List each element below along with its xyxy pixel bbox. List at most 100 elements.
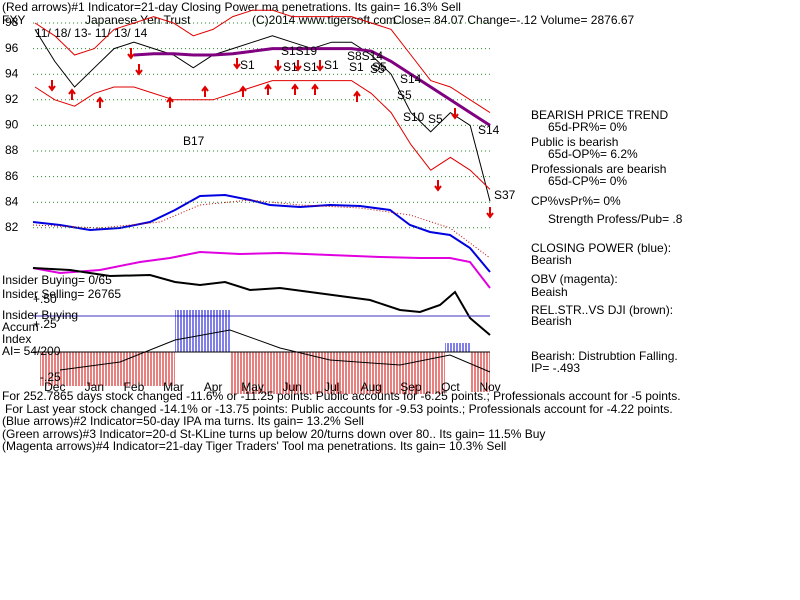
accum-bars <box>40 352 175 386</box>
left-label: Accum <box>2 320 39 334</box>
obv <box>32 250 491 289</box>
arrow <box>311 83 319 95</box>
arrow <box>48 80 56 92</box>
x-tick-label: Apr <box>204 380 223 394</box>
y-tick-label: 84 <box>5 194 19 208</box>
arrow <box>68 88 76 100</box>
left-label: +.25 <box>33 317 57 331</box>
signal-label: B17 <box>183 134 205 148</box>
signal-label: S5 <box>370 62 385 76</box>
side-label: Strength Profess/Pub= .8 <box>548 212 683 226</box>
title: (Red arrows)#1 Indicator=21-day Closing … <box>2 0 461 14</box>
side-label: Bearish <box>531 253 572 267</box>
signal-label: S1 <box>324 58 339 72</box>
signal-label: S1 <box>283 60 298 74</box>
y-tick-label: 98 <box>5 15 19 29</box>
y-tick-label: 88 <box>5 143 19 157</box>
side-label: CLOSING POWER (blue): <box>531 241 671 255</box>
y-tick-label: 86 <box>5 169 19 183</box>
signal-label: S1 <box>303 60 318 74</box>
fund-name: Japanese Yen Trust <box>85 13 191 27</box>
y-tick-label: 94 <box>5 66 19 80</box>
series-line <box>34 9 491 114</box>
arrow <box>353 90 361 102</box>
side-label: BEARISH PRICE TREND <box>531 108 668 122</box>
signal-label: S14 <box>400 72 422 86</box>
symbol: FXY <box>2 13 25 27</box>
arrow <box>316 60 324 72</box>
series-line <box>133 47 491 127</box>
note: (Magenta arrows)#4 Indicator=21-day Tige… <box>2 439 506 453</box>
left-label: Insider Selling= 26765 <box>2 287 121 301</box>
left-label: -.25 <box>40 370 61 384</box>
y-tick-label: 96 <box>5 41 19 55</box>
arrow <box>294 60 302 72</box>
y-tick-label: 82 <box>5 220 19 234</box>
arrow <box>291 83 299 95</box>
y-tick-label: 90 <box>5 118 19 132</box>
note: For Last year stock changed -14.1% or -1… <box>5 402 673 416</box>
x-tick-label: Aug <box>361 380 382 394</box>
arrow <box>239 85 247 97</box>
left-label: Index <box>2 332 31 346</box>
signal-label: S37 <box>494 188 516 202</box>
signal-label: S5 <box>428 112 443 126</box>
series-line <box>34 80 491 190</box>
rel-strength <box>32 267 491 336</box>
note: (Blue arrows)#2 Indicator=50-day IPA ma … <box>2 414 364 428</box>
accum-bars <box>470 352 490 392</box>
x-tick-label: Dec <box>44 380 65 394</box>
y-tick-label: 92 <box>5 92 19 106</box>
arrow <box>166 96 174 108</box>
arrow <box>201 85 209 97</box>
arrow <box>434 180 442 192</box>
arrow <box>451 108 459 120</box>
side-label: Beaish <box>531 285 568 299</box>
signal-label: S5 <box>372 60 387 74</box>
arrow <box>486 207 494 219</box>
signal-label: S1 <box>240 58 255 72</box>
side-label: 65d-CP%= 0% <box>548 174 627 188</box>
left-label: Insider Buying= 0/65 <box>2 273 112 287</box>
x-tick-label: Sep <box>400 380 422 394</box>
side-label: REL.STR..VS DJI (brown): <box>531 303 673 317</box>
accum-bars <box>175 310 230 352</box>
accum-bars <box>230 352 445 394</box>
note: For 252.7865 days stock changed -11.6% o… <box>2 389 681 403</box>
left-label: Insider Buying <box>2 308 78 322</box>
series-line <box>34 29 491 202</box>
accum-ma <box>59 329 491 373</box>
x-tick-label: May <box>241 380 264 394</box>
closing-power-ma <box>32 199 491 259</box>
left-label: +.50 <box>33 292 57 306</box>
arrow <box>135 64 143 76</box>
quote: Close= 84.07 Change=-.12 Volume= 2876.67 <box>393 13 635 27</box>
arrow <box>264 83 272 95</box>
arrow <box>233 58 241 70</box>
date-range: 11/ 18/ 13- 11/ 13/ 14 <box>35 26 148 40</box>
side-label: Bearish: Distrubtion Falling. <box>531 349 678 363</box>
x-tick-label: Nov <box>479 380 500 394</box>
x-tick-label: Jun <box>282 380 301 394</box>
signal-label: S5 <box>397 88 412 102</box>
arrow <box>274 60 282 72</box>
side-label: IP= -.493 <box>531 361 580 375</box>
side-label: OBV (magenta): <box>531 272 618 286</box>
x-tick-label: Oct <box>441 380 460 394</box>
x-tick-label: Jul <box>324 380 339 394</box>
signal-label: S1S19 <box>281 44 317 58</box>
closing-power <box>32 193 491 273</box>
arrow <box>96 96 104 108</box>
side-label: 65d-OP%= 6.2% <box>548 147 638 161</box>
x-tick-label: Jan <box>85 380 104 394</box>
note: (Green arrows)#3 Indicator=20-d St-KLine… <box>2 427 545 441</box>
accum-bars <box>445 343 470 352</box>
side-label: Professionals are bearish <box>531 162 666 176</box>
signal-label: S10 <box>403 110 425 124</box>
side-label: CP%vsPr%= 0% <box>531 194 621 208</box>
x-tick-label: Mar <box>163 380 184 394</box>
signal-label: S8S14 <box>347 49 383 63</box>
side-label: Public is bearish <box>531 135 618 149</box>
